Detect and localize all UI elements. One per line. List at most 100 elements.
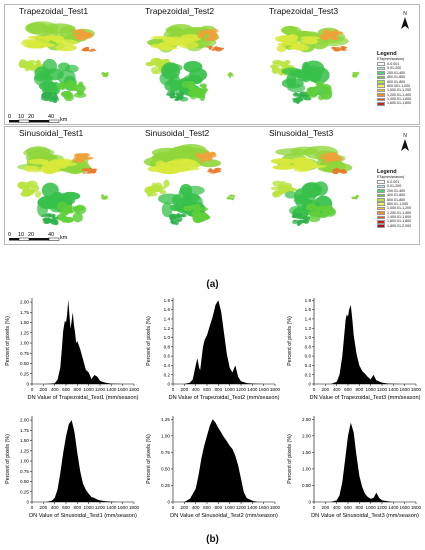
y-tick-label: 0.2 (305, 372, 312, 377)
scale-label: 20 (28, 232, 34, 238)
x-tick-label: 600 (203, 387, 211, 392)
map-sinusoidal-test3: Sinusoidal_Test3 (257, 127, 383, 247)
y-tick-label: 0 (26, 500, 29, 505)
scale-label: 40 (48, 232, 54, 238)
legend-label: 0.01-200 (387, 184, 402, 189)
legend-item: 0-0.001 (377, 62, 413, 66)
y-tick-label: 0.6 (164, 354, 171, 359)
y-tick-label: 2.50 (302, 417, 311, 422)
y-tick-label: 1.0 (305, 335, 312, 340)
north-arrow-icon: N (400, 11, 410, 31)
legend-swatch (377, 197, 385, 202)
map-title: Sinusoidal_Test2 (145, 128, 210, 138)
x-axis-label: DN Value of Sinusoidal_Test3 (mm/season) (311, 513, 419, 519)
x-tick-label: 1600 (118, 505, 129, 510)
x-tick-label: 800 (214, 387, 222, 392)
x-tick-label: 600 (62, 387, 70, 392)
histogram-area (184, 419, 258, 502)
map-raster (270, 145, 359, 227)
histogram-area (331, 422, 394, 502)
legend-items: 0-0.001 0.01-200 200.01-400 400.01-600 600.0… (377, 180, 413, 228)
legend-trapezoidal: Legend ETa(mm/season) 0-0.001 0.01-200 200… (377, 51, 413, 106)
x-tick-label: 200 (39, 505, 47, 510)
figure-caption-a: (a) (206, 279, 219, 290)
legend-swatch (377, 184, 385, 189)
y-tick-label: 1.2 (305, 326, 312, 331)
map-trapezoidal-test1: Trapezoidal_Test1 (7, 5, 133, 125)
legend-label: 1,200.01-1,400 (387, 210, 412, 215)
map-title: Trapezoidal_Test3 (269, 6, 339, 16)
x-tick-label: 1400 (388, 505, 399, 510)
scale-label: 20 (28, 114, 34, 120)
y-tick-label: 1.6 (164, 307, 171, 312)
histogram-grid: 00.250.500.751.001.251.501.752.000 200 400… (5, 298, 422, 519)
legend-label: 1,600.01-1,800 (387, 219, 412, 224)
x-tick-label: 0 (313, 505, 316, 510)
legend-label: 400.01-600 (387, 193, 406, 198)
legend-label: 1,800.01-2,000 (387, 223, 412, 228)
y-tick-label: 0.75 (20, 469, 29, 474)
panel-a-sinusoidal-maps: Sinusoidal_Test1 Sinusoidal_Test2 Sinuso… (4, 126, 420, 245)
y-tick-label: 1.25 (20, 330, 29, 335)
x-tick-label: 1200 (236, 387, 247, 392)
y-tick-label: 1.8 (164, 298, 171, 303)
x-axis-label: DN Value of Sinusoidal_Test1 (mm/season) (29, 513, 137, 519)
legend-swatch (377, 215, 385, 220)
x-tick-label: 600 (344, 505, 352, 510)
legend-swatch (377, 202, 385, 206)
y-tick-label: 1.50 (20, 438, 29, 443)
x-tick-label: 1800 (129, 505, 140, 510)
x-tick-label: 1400 (106, 387, 117, 392)
legend-item: 1,400.01-1,600 (377, 215, 413, 220)
legend-item: 1,400.01-1,600 (377, 97, 413, 102)
y-tick-label: 0.4 (164, 363, 171, 368)
histogram-area (331, 305, 399, 384)
legend-item: 0.01-200 (377, 184, 413, 189)
y-tick-label: 0 (26, 382, 29, 387)
x-tick-label: 800 (355, 387, 363, 392)
x-tick-label: 1800 (270, 387, 281, 392)
scale-label: 10 (18, 114, 24, 120)
x-tick-label: 200 (180, 387, 188, 392)
legend-swatch (377, 66, 385, 71)
x-tick-label: 0 (31, 387, 34, 392)
legend-items: 0-0.001 0.01-200 200.01-400 400.01-600 600.0… (377, 62, 413, 106)
x-tick-label: 800 (73, 505, 81, 510)
y-tick-label: 0.8 (164, 344, 171, 349)
legend-sinusoidal: Legend ETa(mm/season) 0-0.001 0.01-200 200… (377, 169, 413, 228)
y-tick-label: 1.4 (305, 317, 312, 322)
y-tick-label: 0 (308, 382, 311, 387)
map-sinusoidal-test1: Sinusoidal_Test1 (7, 127, 133, 247)
x-axis-label: DN Value of Trapezoidal_Test2 (mm/season… (169, 395, 280, 401)
y-tick-label: 0.75 (20, 351, 29, 356)
legend-swatch (377, 224, 385, 228)
y-tick-label: 1.00 (161, 433, 170, 438)
legend-label: 0-0.001 (387, 179, 400, 184)
legend-unit: ETa(mm/season) (377, 175, 405, 179)
legend-title: Legend (377, 51, 397, 57)
x-tick-label: 0 (313, 387, 316, 392)
legend-label: 400.01-600 (387, 75, 406, 80)
x-tick-label: 200 (180, 505, 188, 510)
legend-swatch (377, 97, 385, 102)
y-tick-label: 2.00 (302, 433, 311, 438)
y-tick-label: 1.50 (302, 450, 311, 455)
x-tick-label: 1200 (377, 505, 388, 510)
x-tick-label: 1000 (366, 387, 377, 392)
y-tick-label: 0 (167, 500, 170, 505)
x-tick-label: 400 (192, 505, 200, 510)
map-raster (145, 24, 234, 102)
legend-label: 800.001-1,000 (387, 83, 411, 88)
y-tick-label: 1.00 (302, 467, 311, 472)
x-tick-label: 400 (51, 387, 59, 392)
y-tick-label: 0.50 (20, 479, 29, 484)
scale-unit: km (60, 235, 68, 241)
y-tick-label: 1.00 (20, 459, 29, 464)
x-tick-label: 800 (73, 387, 81, 392)
y-tick-label: 1.50 (20, 320, 29, 325)
scale-label: 40 (48, 114, 54, 120)
y-tick-label: 0 (308, 500, 311, 505)
x-tick-label: 1400 (388, 387, 399, 392)
legend-item: 600.01-800 (377, 198, 413, 202)
y-tick-label: 0.25 (20, 371, 29, 376)
